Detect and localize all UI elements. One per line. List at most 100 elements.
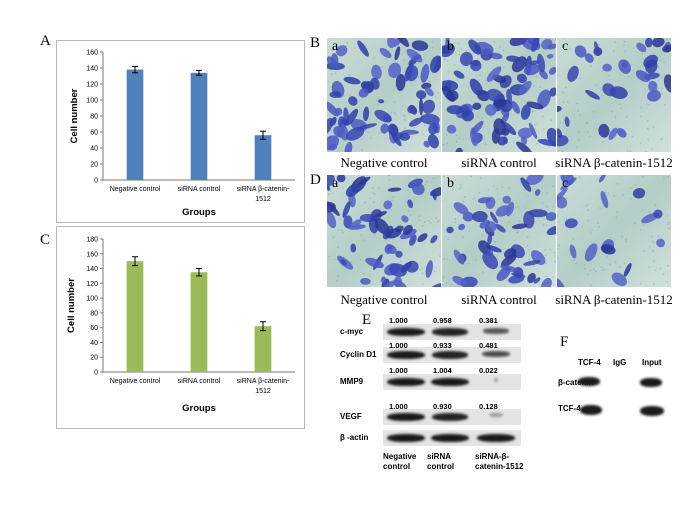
pore: [622, 193, 624, 196]
pore: [403, 118, 406, 121]
pore: [609, 263, 612, 266]
pore: [453, 41, 456, 44]
blot-f-band: [640, 406, 664, 416]
pore: [428, 80, 431, 83]
micrograph-caption: Negative control: [340, 292, 428, 307]
pore: [346, 41, 349, 44]
pore: [403, 114, 406, 117]
blot-row-label: β -actin: [340, 433, 369, 442]
y-tick-label: 140: [86, 266, 98, 273]
pore: [442, 199, 444, 201]
pore: [573, 113, 576, 116]
pore: [404, 201, 407, 204]
pore: [644, 88, 647, 91]
pore: [600, 94, 603, 97]
blot-band: [387, 434, 425, 442]
pore: [446, 134, 448, 136]
stained-cell: [357, 176, 371, 186]
pore: [619, 103, 621, 106]
pore: [339, 217, 342, 220]
pore: [657, 235, 660, 238]
pore: [377, 186, 380, 189]
stained-cell: [540, 277, 552, 287]
y-tick-label: 20: [90, 162, 98, 169]
pore: [394, 113, 397, 116]
blot-band: [481, 351, 511, 357]
pore: [623, 262, 626, 265]
pore: [601, 140, 604, 143]
pore: [421, 272, 424, 275]
stained-cell: [569, 244, 577, 259]
pore: [629, 197, 632, 200]
stained-cell: [374, 109, 392, 123]
pore: [334, 258, 336, 261]
pore: [432, 41, 434, 43]
pore: [360, 148, 363, 151]
pore: [443, 58, 446, 61]
bar: [254, 326, 272, 372]
stained-cell: [427, 134, 439, 149]
pore: [565, 197, 568, 199]
pore: [378, 132, 381, 135]
stained-cell: [340, 259, 347, 266]
blot-band: [387, 328, 425, 336]
stained-cell: [616, 128, 627, 138]
stained-cell: [424, 87, 434, 97]
blot-quant-value: 0.128: [479, 402, 498, 411]
pore: [654, 269, 657, 272]
pore: [487, 195, 490, 198]
stained-cell: [331, 53, 339, 68]
stained-cell: [446, 105, 464, 115]
pore: [583, 263, 586, 266]
pore: [666, 215, 669, 218]
pore: [642, 175, 644, 178]
chart-a-frame: 0 20 40 60 80 100 120 140 160 Negative control siR…: [56, 40, 305, 223]
pore: [646, 127, 649, 130]
pore: [600, 70, 603, 73]
blot-quant-value: 1.000: [389, 402, 408, 411]
stained-cell: [344, 141, 353, 152]
panel-label-c: C: [40, 232, 51, 248]
pore: [544, 254, 547, 257]
pore: [327, 80, 330, 83]
micrograph-image: c: [557, 38, 671, 152]
blot-quant-value: 1.000: [389, 341, 408, 350]
pore: [589, 65, 592, 68]
pore: [557, 244, 560, 247]
pore: [418, 215, 421, 217]
pore: [485, 143, 487, 146]
stained-cell: [632, 187, 646, 199]
pore: [349, 94, 352, 97]
pore: [631, 135, 634, 138]
pore: [470, 175, 473, 178]
stained-cell: [528, 60, 540, 66]
pore: [612, 284, 614, 287]
blot-band: [387, 351, 425, 359]
pore: [501, 186, 504, 188]
pore: [527, 194, 530, 197]
pore: [422, 133, 424, 136]
pore: [586, 203, 589, 206]
blot-quant-value: 0.930: [433, 402, 452, 411]
stained-cell: [327, 175, 335, 187]
cell-field: [327, 175, 441, 287]
stained-cell: [501, 128, 510, 136]
stained-cell: [516, 141, 533, 152]
pore: [443, 175, 446, 178]
pore: [482, 271, 484, 274]
pore: [557, 74, 559, 76]
stained-cell: [523, 259, 541, 266]
pore: [565, 86, 568, 89]
stained-cell: [531, 38, 540, 52]
pore: [373, 193, 376, 196]
pore: [614, 117, 617, 120]
pore: [551, 185, 554, 188]
blot-band: [477, 434, 515, 442]
pore: [597, 222, 599, 225]
stained-cell: [401, 215, 409, 223]
stained-cell: [560, 175, 575, 185]
pore: [518, 220, 521, 223]
x-axis-title: Groups: [182, 207, 216, 218]
y-tick-label: 0: [94, 370, 98, 377]
y-tick-label: 80: [90, 310, 98, 317]
